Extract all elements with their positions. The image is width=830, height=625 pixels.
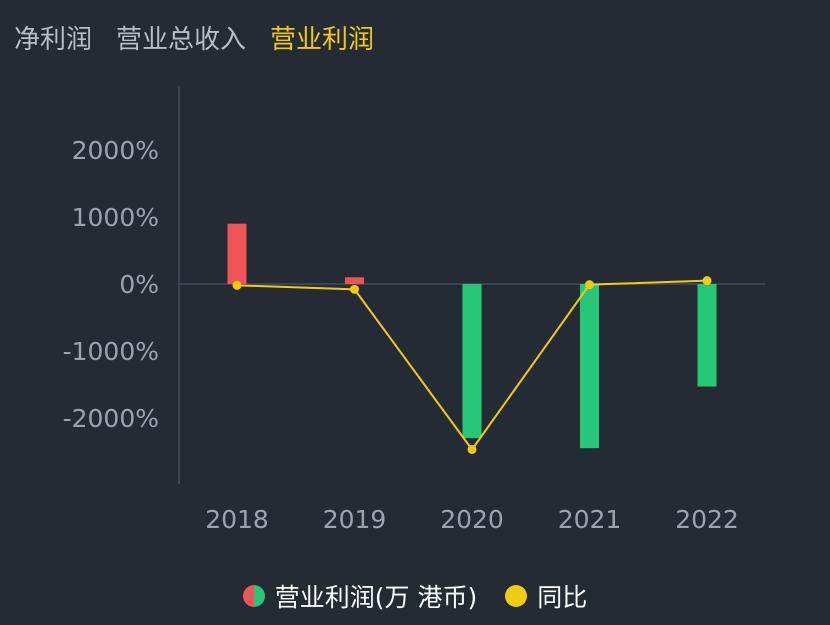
legend-item-yoy[interactable]: 同比 [505,578,587,614]
legend: 营业利润(万 港币) 同比 [0,578,830,614]
tab-net-profit[interactable]: 净利润 [14,25,93,55]
legend-line-label: 同比 [537,583,588,612]
yoy-point [467,444,477,454]
x-tick-label: 2022 [675,505,739,534]
operating-profit-chart: 2000% 1000% 0% -1000% -2000% 2018 2019 2020 202… [63,86,765,534]
yoy-line-series [232,276,712,454]
legend-line-swatch [505,585,528,607]
y-tick-label: 1000% [72,203,159,232]
y-tick-label: -2000% [63,404,159,433]
x-tick-label: 2020 [440,505,504,534]
legend-bar-label: 营业利润(万 港币) [274,583,478,612]
bar [462,284,482,439]
tab-total-revenue[interactable]: 营业总收入 [116,25,247,55]
x-tick-labels: 2018 2019 2020 2021 2022 [205,505,739,534]
bar [580,284,599,449]
y-tick-label: 0% [119,270,159,299]
x-tick-label: 2018 [205,505,269,534]
tab-operating-profit[interactable]: 营业利润 [270,25,375,55]
x-tick-label: 2019 [323,505,387,534]
y-tick-labels: 2000% 1000% 0% -1000% -2000% [63,136,159,433]
y-tick-label: 2000% [72,136,159,165]
x-tick-label: 2021 [558,505,622,534]
yoy-point [350,284,359,294]
bar [697,284,717,387]
legend-bar-swatch [242,585,265,607]
bar-series [227,223,717,449]
metric-tabs: 净利润 营业总收入 营业利润 [14,22,374,58]
yoy-point [232,280,242,290]
yoy-point [585,280,594,290]
y-tick-label: -1000% [63,337,159,366]
yoy-point [702,276,712,286]
bar [345,277,364,284]
bar [227,223,247,284]
legend-item-operating-profit[interactable]: 营业利润(万 港币) [242,578,478,614]
